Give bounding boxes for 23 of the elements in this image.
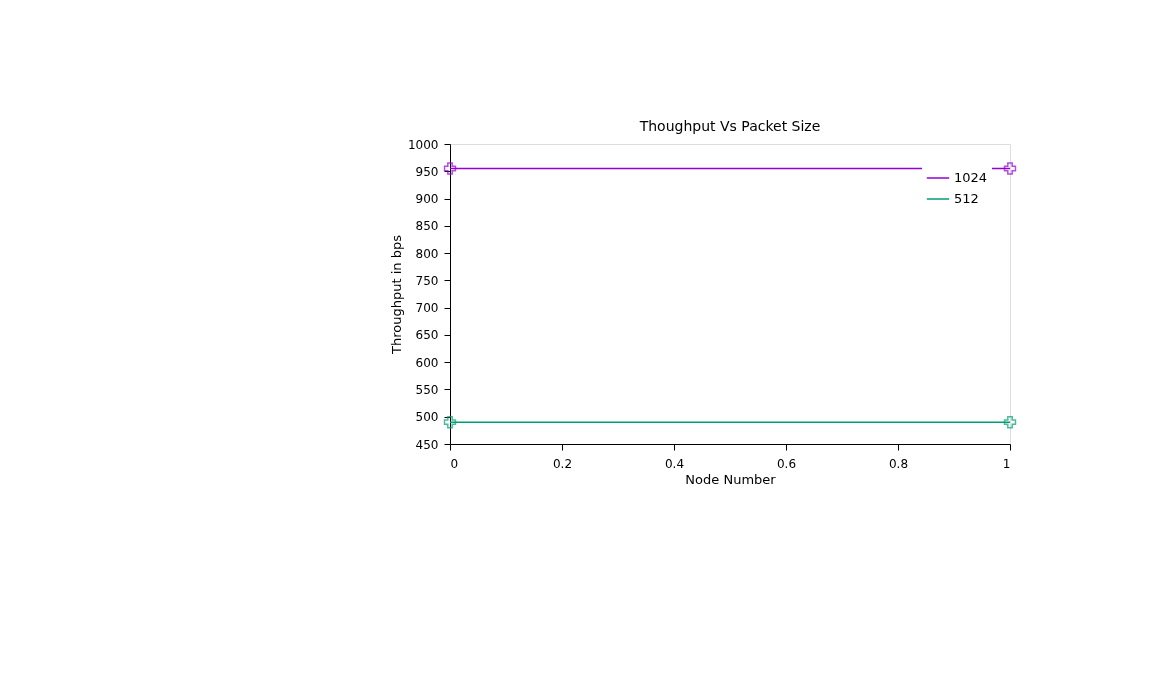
y-axis-title: Throughput in bps bbox=[388, 234, 404, 355]
y-tick-label: 750 bbox=[415, 273, 439, 288]
y-tick-label: 550 bbox=[415, 382, 439, 397]
legend-label: 1024 bbox=[954, 170, 988, 185]
x-tick-label: 1 bbox=[1002, 456, 1011, 471]
y-tick-label: 700 bbox=[415, 301, 439, 316]
y-tick-label: 650 bbox=[415, 328, 439, 343]
x-tick-label: 0.2 bbox=[552, 456, 573, 471]
y-tick-label: 850 bbox=[415, 219, 439, 234]
y-tick-label: 600 bbox=[415, 355, 439, 370]
y-tick-label: 450 bbox=[415, 437, 439, 452]
x-tick-label: 0 bbox=[450, 456, 459, 471]
y-tick-label: 800 bbox=[415, 246, 439, 261]
x-tick-label: 0.6 bbox=[776, 456, 797, 471]
y-tick-label: 950 bbox=[415, 164, 439, 179]
y-tick-label: 500 bbox=[415, 410, 439, 425]
x-tick-label: 0.4 bbox=[664, 456, 685, 471]
legend-label: 512 bbox=[954, 191, 979, 206]
chart-title: Thoughput Vs Packet Size bbox=[638, 118, 821, 134]
x-tick-label: 0.8 bbox=[888, 456, 909, 471]
y-tick-label: 1000 bbox=[407, 137, 439, 152]
x-axis-title: Node Number bbox=[685, 471, 777, 487]
y-tick-label: 900 bbox=[415, 192, 439, 207]
